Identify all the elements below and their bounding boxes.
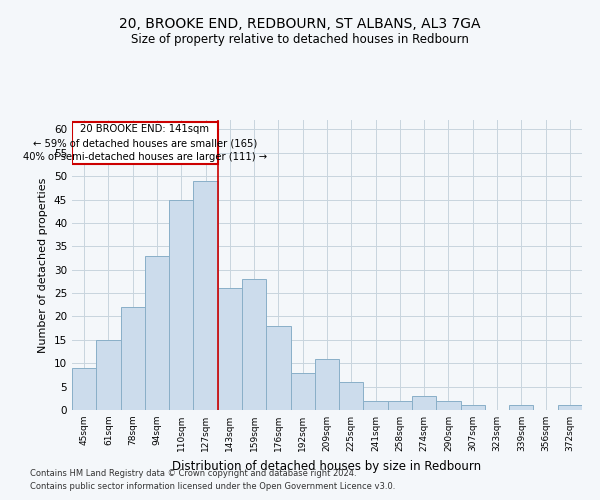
Bar xyxy=(121,307,145,410)
Text: Contains public sector information licensed under the Open Government Licence v3: Contains public sector information licen… xyxy=(30,482,395,491)
Bar xyxy=(290,372,315,410)
Text: 20 BROOKE END: 141sqm
← 59% of detached houses are smaller (165)
40% of semi-det: 20 BROOKE END: 141sqm ← 59% of detached … xyxy=(23,124,267,162)
X-axis label: Distribution of detached houses by size in Redbourn: Distribution of detached houses by size … xyxy=(172,460,482,472)
Bar xyxy=(412,396,436,410)
Bar xyxy=(509,406,533,410)
Y-axis label: Number of detached properties: Number of detached properties xyxy=(38,178,49,352)
Bar xyxy=(461,406,485,410)
Bar xyxy=(364,400,388,410)
Bar xyxy=(436,400,461,410)
Text: Size of property relative to detached houses in Redbourn: Size of property relative to detached ho… xyxy=(131,32,469,46)
Bar xyxy=(145,256,169,410)
Bar xyxy=(72,122,218,164)
Bar xyxy=(96,340,121,410)
Text: Contains HM Land Registry data © Crown copyright and database right 2024.: Contains HM Land Registry data © Crown c… xyxy=(30,468,356,477)
Bar xyxy=(339,382,364,410)
Bar xyxy=(72,368,96,410)
Text: 20, BROOKE END, REDBOURN, ST ALBANS, AL3 7GA: 20, BROOKE END, REDBOURN, ST ALBANS, AL3… xyxy=(119,18,481,32)
Bar xyxy=(558,406,582,410)
Bar xyxy=(193,181,218,410)
Bar xyxy=(315,358,339,410)
Bar xyxy=(388,400,412,410)
Bar xyxy=(218,288,242,410)
Bar xyxy=(266,326,290,410)
Bar xyxy=(242,279,266,410)
Bar xyxy=(169,200,193,410)
